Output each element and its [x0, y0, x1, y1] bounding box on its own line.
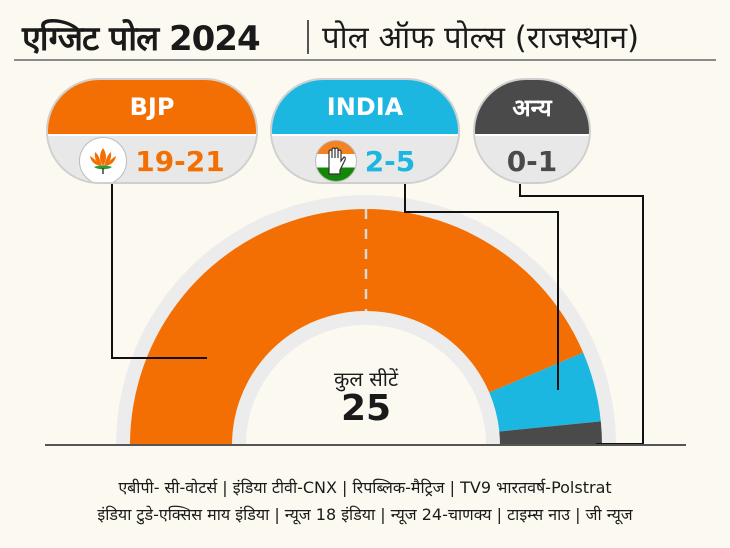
sources-line-2: इंडिया टुडे-एक्सिस माय इंडिया | न्यूज 18… — [97, 505, 633, 524]
bjp-seats: 19-21 — [135, 144, 225, 178]
india-name: INDIA — [272, 80, 458, 134]
hand-icon — [314, 140, 357, 182]
segment-other — [499, 421, 602, 445]
india-leader-line — [404, 184, 559, 390]
india-seats: 2-5 — [364, 144, 416, 178]
bjp-name: BJP — [48, 80, 256, 134]
title-underline — [14, 59, 416, 61]
sources-line-1: एबीपी- सी-वोटर्स | इंडिया टीवी-CNX | रिप… — [118, 478, 612, 497]
bjp-card: BJP 19-21 — [46, 78, 258, 184]
segment-bjp — [130, 208, 584, 445]
total-seats-value: 25 — [340, 388, 392, 429]
other-card: अन्य 0-1 — [473, 78, 591, 184]
subtitle-underline — [300, 59, 716, 61]
bjp-leader-line — [111, 184, 207, 359]
other-seats: 0-1 — [506, 144, 558, 178]
lotus-icon — [79, 137, 128, 182]
total-seats-label: कुल सीटें — [333, 367, 399, 391]
india-card: INDIA 2-5 — [270, 78, 460, 184]
segment-india — [489, 352, 601, 432]
title-divider — [307, 20, 309, 54]
page-title: एग्जिट पोल 2024 — [22, 19, 261, 59]
page-subtitle: पोल ऑफ पोल्स (राजस्थान) — [322, 20, 640, 56]
